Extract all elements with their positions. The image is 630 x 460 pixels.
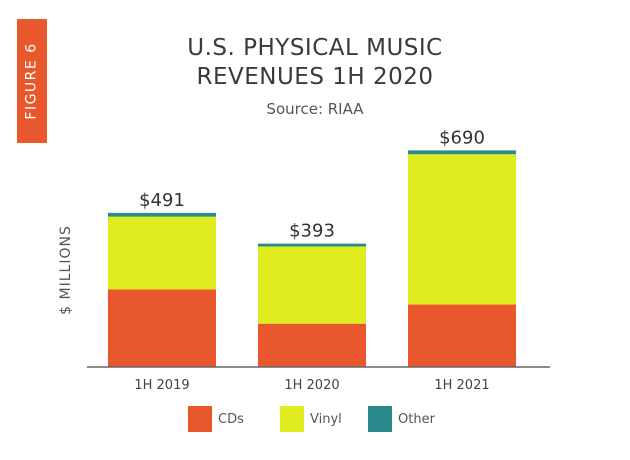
chart-title-line-1: U.S. PHYSICAL MUSIC: [187, 35, 443, 61]
legend-swatch-other: [368, 406, 392, 432]
bar-other-1h-2021: [408, 150, 516, 155]
bar-total-label: $393: [289, 221, 335, 242]
bar-vinyl-1h-2019: [108, 216, 216, 290]
bar-vinyl-1h-2020: [258, 246, 366, 324]
legend-item-vinyl: Vinyl: [280, 406, 342, 432]
legend-label-cds: CDs: [218, 411, 244, 427]
chart-title-line-2: REVENUES 1H 2020: [196, 64, 434, 90]
bar-vinyl-1h-2021: [408, 154, 516, 305]
legend-item-cds: CDs: [188, 406, 244, 432]
figure-tab: FIGURE 6: [17, 19, 47, 143]
chart-subtitle: Source: RIAA: [266, 100, 364, 118]
x-tick-label: 1H 2020: [284, 378, 339, 393]
legend-item-other: Other: [368, 406, 435, 432]
bar-other-1h-2019: [108, 212, 216, 217]
bar-cds-1h-2021: [408, 304, 516, 367]
bar-total-label: $690: [439, 127, 485, 148]
bar-total-label: $491: [139, 190, 185, 211]
legend-label-other: Other: [398, 411, 435, 427]
bar-other-1h-2020: [258, 243, 366, 247]
bar-cds-1h-2019: [108, 289, 216, 367]
legend-label-vinyl: Vinyl: [310, 411, 342, 427]
x-tick-label: 1H 2019: [134, 378, 189, 393]
legend-swatch-vinyl: [280, 406, 304, 432]
x-tick-label: 1H 2021: [434, 378, 489, 393]
legend-swatch-cds: [188, 406, 212, 432]
bar-cds-1h-2020: [258, 323, 366, 367]
